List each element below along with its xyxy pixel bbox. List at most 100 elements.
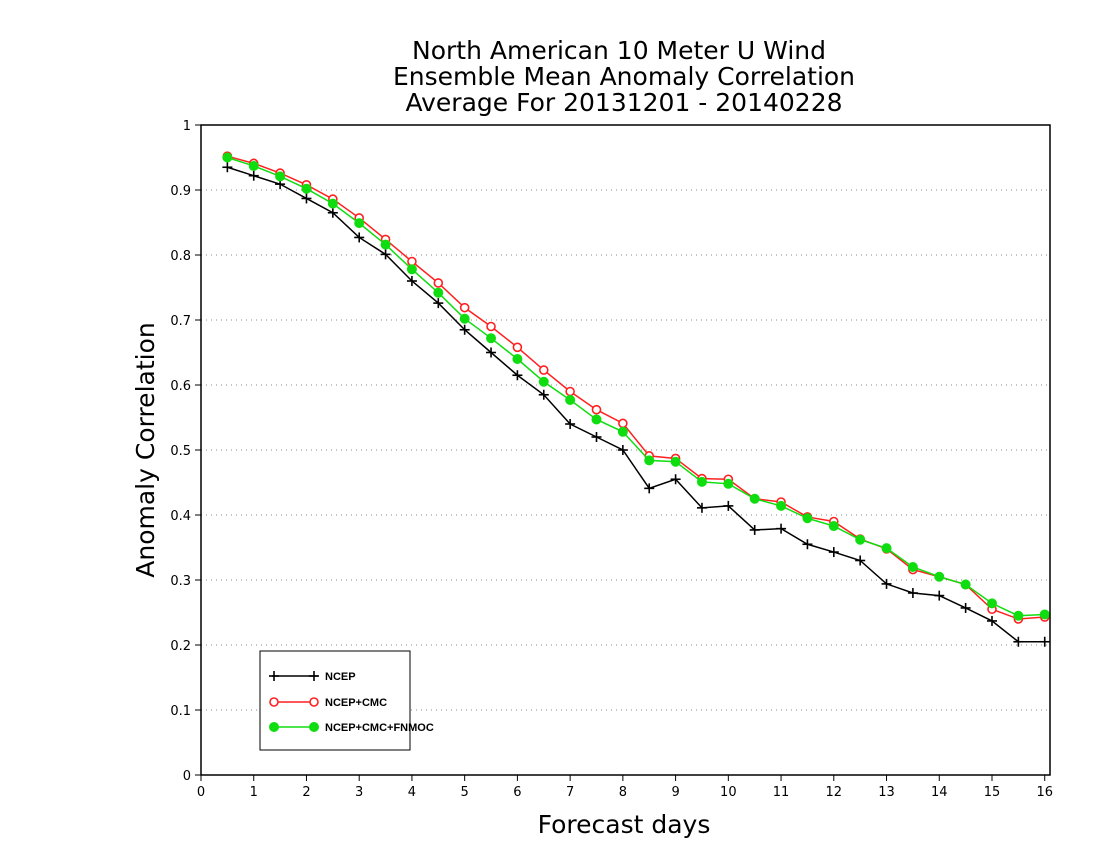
y-tick-label: 0.5 xyxy=(170,444,191,459)
open-circle-marker xyxy=(538,365,549,375)
series-line xyxy=(227,156,1045,617)
filled-circle-marker xyxy=(749,493,760,504)
filled-circle-marker xyxy=(538,376,549,387)
y-tick-label: 0.4 xyxy=(170,509,191,524)
filled-circle-marker xyxy=(776,500,787,511)
y-tick-label: 1 xyxy=(183,119,191,134)
series-layer xyxy=(222,151,1050,647)
filled-circle-marker xyxy=(406,264,417,275)
x-tick-label: 6 xyxy=(513,785,521,800)
filled-circle-marker xyxy=(248,160,259,171)
plus-marker xyxy=(986,615,997,626)
plus-marker xyxy=(644,483,655,494)
y-tick-label: 0.1 xyxy=(170,704,191,719)
filled-circle-marker xyxy=(327,198,338,209)
series-line xyxy=(227,166,1045,643)
x-tick-label: 15 xyxy=(984,785,1001,800)
open-circle-marker xyxy=(433,278,444,288)
plus-marker xyxy=(433,298,444,309)
filled-circle-marker xyxy=(565,394,576,405)
series-ncep xyxy=(222,162,1050,647)
x-tick-label: 11 xyxy=(773,785,790,800)
y-tick-label: 0.8 xyxy=(170,249,191,264)
plus-marker xyxy=(1039,636,1050,647)
plus-marker xyxy=(670,474,681,485)
filled-circle-marker xyxy=(380,239,391,250)
y-tick-label: 0.2 xyxy=(170,639,191,654)
plus-marker xyxy=(222,162,233,173)
series-line xyxy=(227,155,1045,620)
plus-marker xyxy=(723,500,734,511)
legend-entry: NCEP xyxy=(269,671,356,683)
plus-marker xyxy=(855,555,866,566)
y-tick-label: 0 xyxy=(183,769,191,784)
open-circle-marker xyxy=(618,418,628,429)
legend: NCEP NCEP+CMC NCEP+CMC+FNMOC xyxy=(259,650,434,751)
open-circle-marker xyxy=(512,342,523,353)
filled-circle-marker xyxy=(828,521,839,532)
open-circle-marker xyxy=(591,404,602,415)
plus-marker xyxy=(327,207,338,218)
x-tick-label: 16 xyxy=(1036,785,1053,800)
filled-circle-marker xyxy=(907,562,918,572)
plus-marker xyxy=(934,590,945,601)
x-tick-label: 1 xyxy=(250,785,258,800)
filled-circle-marker xyxy=(309,722,319,732)
y-tick-label: 0.3 xyxy=(170,574,191,589)
plus-marker xyxy=(248,170,259,181)
filled-circle-marker xyxy=(1013,610,1024,621)
plus-marker xyxy=(828,547,839,558)
x-tick-label: 4 xyxy=(408,785,416,800)
plus-marker xyxy=(617,445,628,455)
plus-marker xyxy=(486,347,497,358)
filled-circle-marker xyxy=(222,152,233,163)
open-circle-marker xyxy=(269,697,279,707)
filled-circle-marker xyxy=(723,478,734,489)
y-tick-label: 0.7 xyxy=(170,314,191,329)
open-circle-marker xyxy=(459,302,470,313)
filled-circle-marker xyxy=(934,571,945,582)
filled-circle-marker xyxy=(275,171,286,182)
x-axis-label: Forecast days xyxy=(538,810,711,839)
plus-marker xyxy=(406,276,417,286)
x-tick-label: 3 xyxy=(355,785,363,800)
x-tick-label: 12 xyxy=(826,785,843,800)
plus-marker xyxy=(380,249,391,260)
plus-marker xyxy=(269,671,279,681)
title-line-2: Ensemble Mean Anomaly Correlation xyxy=(393,62,855,91)
title-line-1: North American 10 Meter U Wind xyxy=(412,36,826,65)
legend-label: NCEP xyxy=(325,671,356,683)
plus-marker xyxy=(1013,636,1024,647)
filled-circle-marker xyxy=(802,513,813,524)
plus-marker xyxy=(907,588,918,598)
plus-marker xyxy=(512,370,523,381)
plus-marker xyxy=(301,193,312,204)
y-axis-label: Anomaly Correlation xyxy=(131,322,160,577)
filled-circle-marker xyxy=(486,333,497,344)
plot-frame xyxy=(200,124,1051,776)
filled-circle-marker xyxy=(986,598,997,609)
series-ncep-cmc xyxy=(222,151,1050,624)
x-tick-label: 13 xyxy=(878,785,895,800)
filled-circle-marker xyxy=(855,534,866,545)
legend-label: NCEP+CMC+FNMOC xyxy=(325,722,434,734)
axis-ticks: 00.10.20.30.40.50.60.70.80.910 1 2 3 4 5 6 7 8 9 1… xyxy=(170,119,1053,800)
plus-marker xyxy=(309,671,319,681)
x-tick-label: 0 xyxy=(197,785,205,800)
x-tick-label: 5 xyxy=(461,785,469,800)
filled-circle-marker xyxy=(433,287,444,298)
x-tick-label: 8 xyxy=(619,785,627,800)
filled-circle-marker xyxy=(960,579,971,590)
y-tick-label: 0.6 xyxy=(170,379,191,394)
filled-circle-marker xyxy=(1039,609,1050,620)
filled-circle-marker xyxy=(696,476,707,487)
open-circle-marker xyxy=(565,386,575,397)
plus-marker xyxy=(749,524,760,535)
x-tick-label: 9 xyxy=(671,785,679,800)
plus-marker xyxy=(960,602,971,613)
plus-marker xyxy=(881,578,892,589)
y-tick-label: 0.9 xyxy=(170,184,191,199)
plus-marker xyxy=(354,232,365,243)
filled-circle-marker xyxy=(644,455,655,466)
